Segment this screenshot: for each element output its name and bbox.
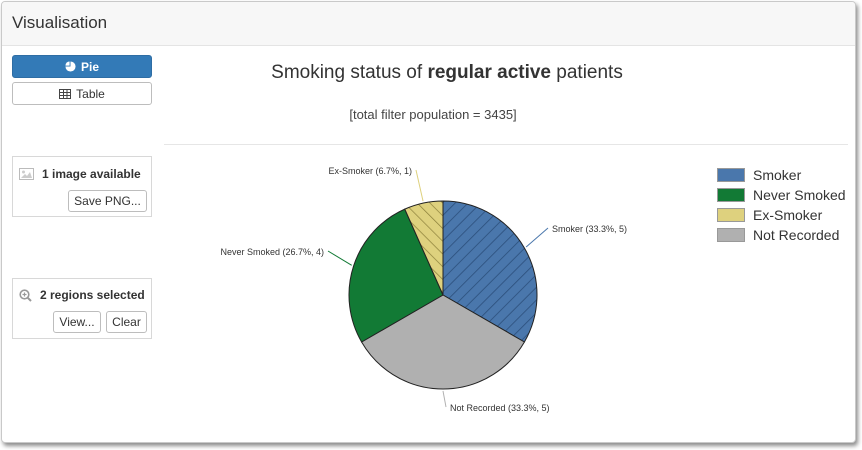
image-icon bbox=[19, 168, 34, 180]
pie-view-label: Pie bbox=[80, 59, 99, 74]
slice-label-smoker: Smoker (33.3%, 5) bbox=[552, 224, 627, 234]
chart-title: Smoking status of regular active patient… bbox=[162, 62, 732, 84]
view-regions-button[interactable]: View... bbox=[53, 311, 101, 333]
panel-heading: Visualisation bbox=[2, 2, 855, 46]
regions-box-header: 2 regions selected bbox=[19, 288, 145, 302]
legend-item-ex-smoker[interactable]: Ex-Smoker bbox=[717, 205, 846, 225]
pie-slice-ex-smoker[interactable] bbox=[404, 200, 444, 296]
table-view-label: Table bbox=[76, 86, 105, 101]
legend-swatch bbox=[717, 228, 745, 242]
slice-label-ex-smoker: Ex-Smoker (6.7%, 1) bbox=[328, 166, 412, 176]
legend-label: Ex-Smoker bbox=[753, 207, 823, 223]
chart-title-suffix: patients bbox=[551, 62, 623, 83]
regions-selected-label: 2 regions selected bbox=[40, 288, 145, 302]
chart-divider bbox=[164, 144, 848, 145]
pie-slice-not-recorded[interactable] bbox=[360, 294, 526, 390]
pie-slice-smoker[interactable] bbox=[442, 200, 538, 343]
legend-label: Never Smoked bbox=[753, 187, 846, 203]
legend-item-smoker[interactable]: Smoker bbox=[717, 165, 846, 185]
leader-line-never-smoked bbox=[327, 250, 352, 266]
legend-swatch bbox=[717, 208, 745, 222]
pie-view-button[interactable]: Pie bbox=[12, 55, 152, 78]
image-box: 1 image available Save PNG... bbox=[12, 156, 152, 217]
legend-item-not-recorded[interactable]: Not Recorded bbox=[717, 225, 846, 245]
legend-item-never-smoked[interactable]: Never Smoked bbox=[717, 185, 846, 205]
slice-label-not-recorded: Not Recorded (33.3%, 5) bbox=[450, 403, 550, 413]
image-count-label: 1 image available bbox=[42, 167, 141, 181]
chart-title-prefix: Smoking status of bbox=[271, 62, 428, 83]
table-view-button[interactable]: Table bbox=[12, 82, 152, 105]
slice-label-never-smoked: Never Smoked (26.7%, 4) bbox=[220, 247, 324, 257]
visualisation-panel: Visualisation Pie Table 1 image availabl… bbox=[1, 1, 856, 443]
table-icon bbox=[59, 88, 72, 99]
leader-line-not-recorded bbox=[442, 390, 447, 408]
panel-title: Visualisation bbox=[12, 13, 108, 32]
leader-line-smoker bbox=[525, 227, 549, 248]
clear-regions-button[interactable]: Clear bbox=[106, 311, 147, 333]
pie-chart: Smoker (33.3%, 5) Not Recorded (33.3%, 5)… bbox=[220, 166, 627, 413]
regions-box: 2 regions selected View... Clear bbox=[12, 278, 152, 339]
zoom-in-icon bbox=[19, 288, 32, 302]
image-box-header: 1 image available bbox=[19, 167, 141, 181]
pie-chart-icon bbox=[65, 61, 76, 72]
legend-swatch bbox=[717, 168, 745, 182]
chart-legend: Smoker Never Smoked Ex-Smoker Not Recorded bbox=[717, 165, 846, 245]
legend-label: Not Recorded bbox=[753, 227, 840, 243]
legend-label: Smoker bbox=[753, 167, 802, 183]
save-png-button[interactable]: Save PNG... bbox=[68, 190, 147, 212]
chart-title-bold: regular active bbox=[427, 62, 552, 83]
population-subtitle: [total filter population = 3435] bbox=[349, 107, 517, 122]
legend-swatch bbox=[717, 188, 745, 202]
leader-line-ex-smoker bbox=[415, 169, 424, 202]
